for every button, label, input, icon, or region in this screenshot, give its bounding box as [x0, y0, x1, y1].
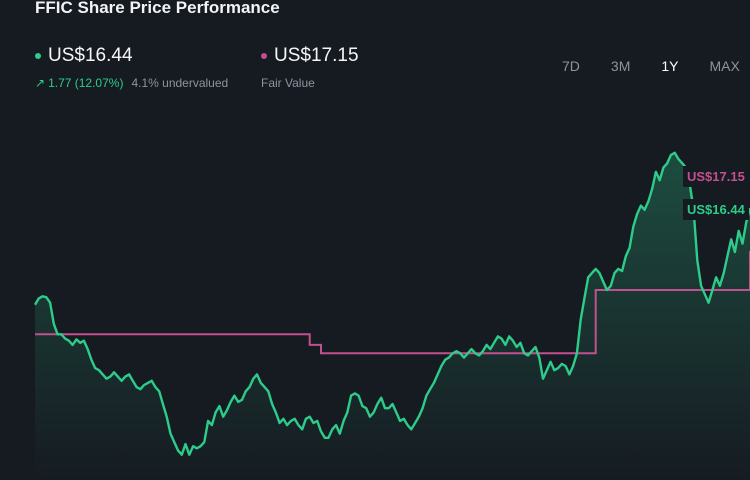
fair-value-dot-icon: [261, 53, 267, 59]
fair-value-value: US$17.15: [274, 45, 359, 66]
fair-value-line: [35, 251, 750, 355]
fair-value-tag: US$17.15: [683, 166, 749, 188]
period-tab-3m[interactable]: 3M: [610, 58, 631, 74]
period-tab-7d[interactable]: 7D: [562, 58, 580, 74]
price-change: ↗ 1.77 (12.07%): [35, 76, 123, 90]
price-dot-icon: [35, 53, 41, 59]
arrow-up-right-icon: ↗: [35, 76, 46, 90]
price-area-fill: [35, 152, 750, 480]
period-tab-1y[interactable]: 1Y: [661, 58, 679, 74]
period-selector: 7D 3M 1Y MAX: [560, 58, 742, 74]
period-tab-max[interactable]: MAX: [709, 58, 740, 74]
fair-value-label: Fair Value: [261, 76, 315, 90]
price-line: [33, 151, 750, 456]
page-title: FFIC Share Price Performance: [35, 0, 280, 17]
price-change-text: 1.77 (12.07%): [48, 76, 124, 90]
price-tag: US$16.44: [683, 199, 749, 221]
price-legend: US$16.44 ↗ 1.77 (12.07%) 4.1% undervalue…: [35, 45, 228, 90]
fair-value-legend: US$17.15 Fair Value: [261, 45, 359, 90]
valuation-text: 4.1% undervalued: [131, 76, 229, 90]
share-price-value: US$16.44: [48, 45, 133, 66]
